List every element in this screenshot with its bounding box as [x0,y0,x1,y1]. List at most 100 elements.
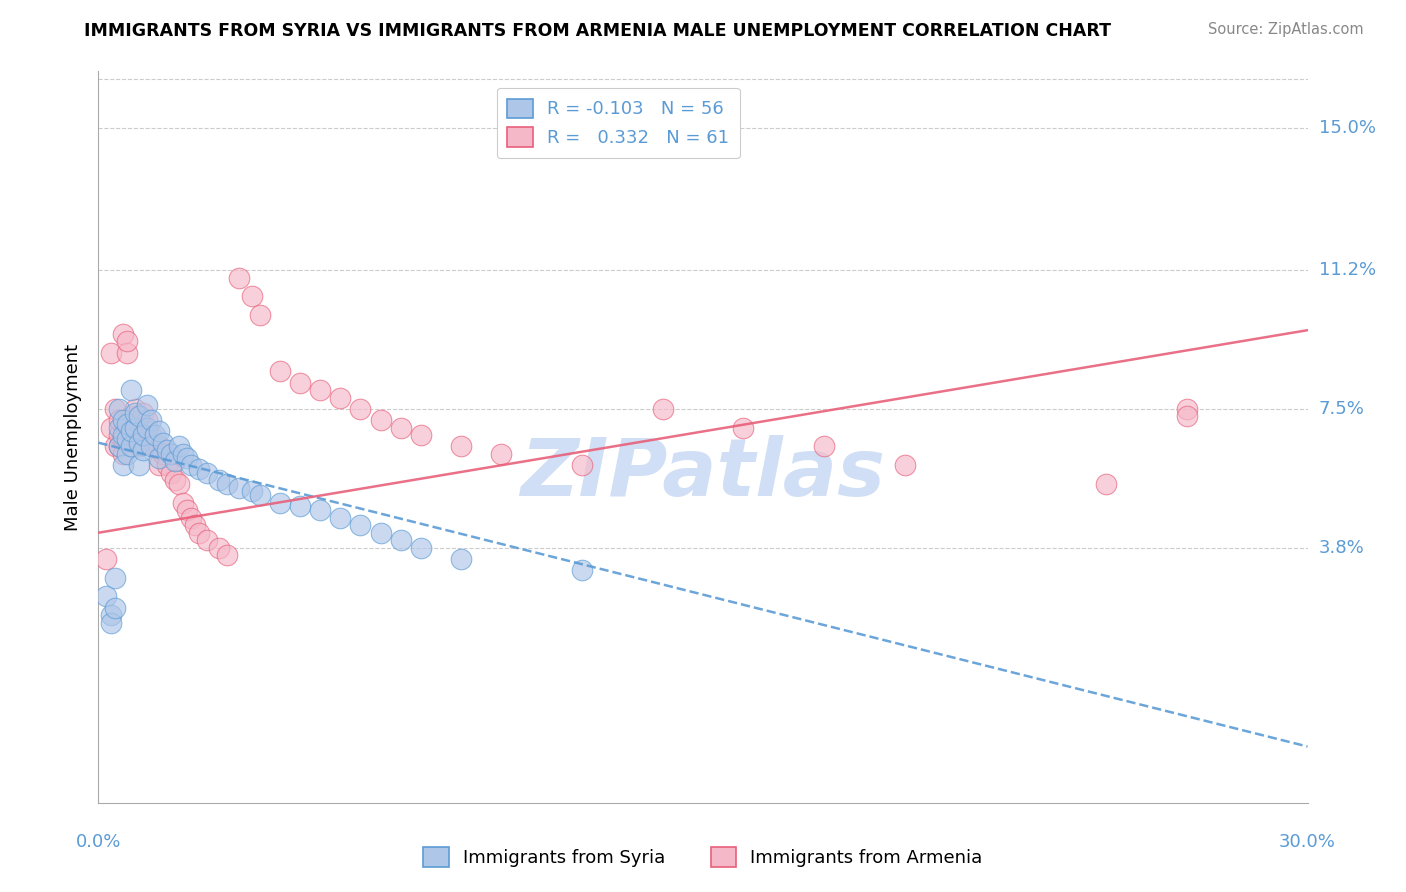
Point [184,518,207,533]
Point [249,488,271,502]
Point [152,447,174,461]
Point [269,496,291,510]
Point [96,552,118,566]
Point [288,500,311,514]
Point [172,496,194,510]
Point [128,440,150,454]
Point [103,571,125,585]
Point [228,270,250,285]
Point [195,533,218,548]
Point [1175,401,1198,416]
Text: ZIPatlas: ZIPatlas [520,434,886,513]
Point [107,401,129,416]
Text: 0.0%: 0.0% [76,833,121,851]
Point [269,364,291,378]
Point [249,308,271,322]
Point [389,533,412,548]
Point [217,477,239,491]
Point [100,608,122,623]
Point [389,420,412,434]
Point [163,454,186,468]
Point [100,345,122,359]
Point [115,432,138,446]
Point [1095,477,1118,491]
Point [180,458,202,473]
Text: 3.8%: 3.8% [1319,539,1364,557]
Point [132,420,155,434]
Point [167,440,190,454]
Point [143,440,166,454]
Point [120,409,142,424]
Point [124,420,146,434]
Point [103,440,125,454]
Text: 15.0%: 15.0% [1319,119,1375,136]
Point [128,409,150,424]
Point [813,440,835,454]
Point [329,391,352,405]
Text: 11.2%: 11.2% [1319,261,1376,279]
Point [120,383,142,397]
Point [217,548,239,562]
Point [240,289,263,303]
Point [370,525,392,540]
Point [115,345,138,359]
Point [156,458,179,473]
Point [139,413,162,427]
Point [893,458,915,473]
Point [128,458,150,473]
Point [107,428,129,442]
Point [139,428,162,442]
Point [111,428,134,442]
Point [107,440,129,454]
Point [208,541,231,555]
Point [115,447,138,461]
Point [139,440,162,454]
Point [409,428,432,442]
Point [128,435,150,450]
Point [309,503,332,517]
Point [107,440,129,454]
Text: IMMIGRANTS FROM SYRIA VS IMMIGRANTS FROM ARMENIA MALE UNEMPLOYMENT CORRELATION C: IMMIGRANTS FROM SYRIA VS IMMIGRANTS FROM… [84,22,1111,40]
Point [571,458,593,473]
Point [1175,409,1198,424]
Point [120,440,142,454]
Legend: Immigrants from Syria, Immigrants from Armenia: Immigrants from Syria, Immigrants from A… [416,840,990,874]
Point [132,428,155,442]
Point [148,440,170,454]
Point [135,432,157,446]
Point [450,552,472,566]
Point [96,590,118,604]
Point [152,435,174,450]
Point [115,334,138,349]
Point [450,440,472,454]
Point [132,443,155,458]
Point [160,466,183,480]
Point [124,406,146,420]
Text: Source: ZipAtlas.com: Source: ZipAtlas.com [1208,22,1364,37]
Point [124,401,146,416]
Point [733,420,755,434]
Point [128,428,150,442]
Point [370,413,392,427]
Point [111,326,134,341]
Y-axis label: Male Unemployment: Male Unemployment [63,343,82,531]
Point [176,503,198,517]
Point [195,466,218,480]
Point [120,428,142,442]
Point [120,425,142,439]
Point [100,420,122,434]
Point [228,481,250,495]
Point [124,420,146,434]
Point [148,458,170,473]
Point [180,510,202,524]
Point [100,615,122,630]
Point [111,447,134,461]
Point [107,420,129,434]
Point [111,432,134,446]
Point [103,401,125,416]
Point [103,600,125,615]
Point [329,510,352,524]
Point [111,458,134,473]
Text: 30.0%: 30.0% [1279,833,1336,851]
Point [571,563,593,577]
